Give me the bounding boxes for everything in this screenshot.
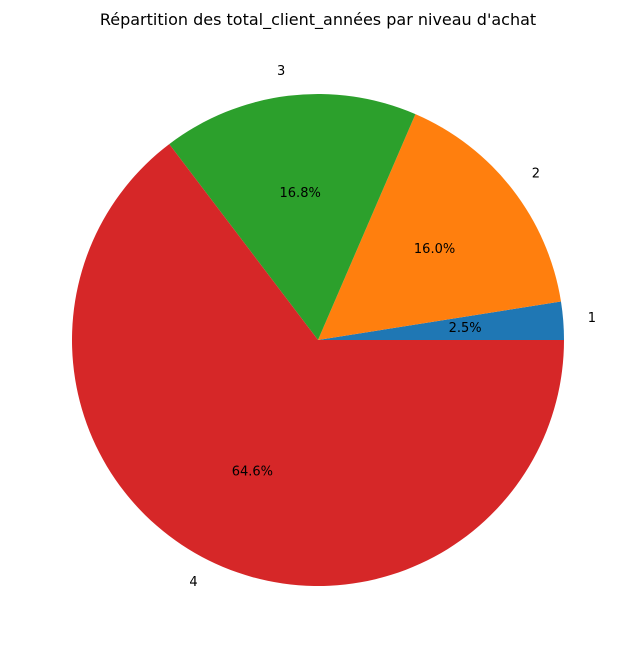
chart-title: Répartition des total_client_années par … [100,10,536,30]
pie-slice-3 [169,94,416,341]
pie-labels: 1 2.5% 2 16.0% 3 16.8% 4 64.6% [189,64,596,590]
slice-category-label: 3 [277,64,285,79]
pie-slice-4 [71,144,564,586]
slice-percent-label: 16.8% [280,186,321,201]
slice-percent-label: 16.0% [414,242,455,257]
slice-percent-label: 64.6% [232,465,273,480]
slice-category-label: 4 [189,575,197,590]
slice-category-label: 2 [532,167,540,182]
pie-slices [71,94,564,586]
slice-percent-label: 2.5% [449,321,482,336]
pie-slice-2 [318,114,561,340]
slice-category-label: 1 [588,311,596,326]
pie-slice-1 [318,301,564,340]
